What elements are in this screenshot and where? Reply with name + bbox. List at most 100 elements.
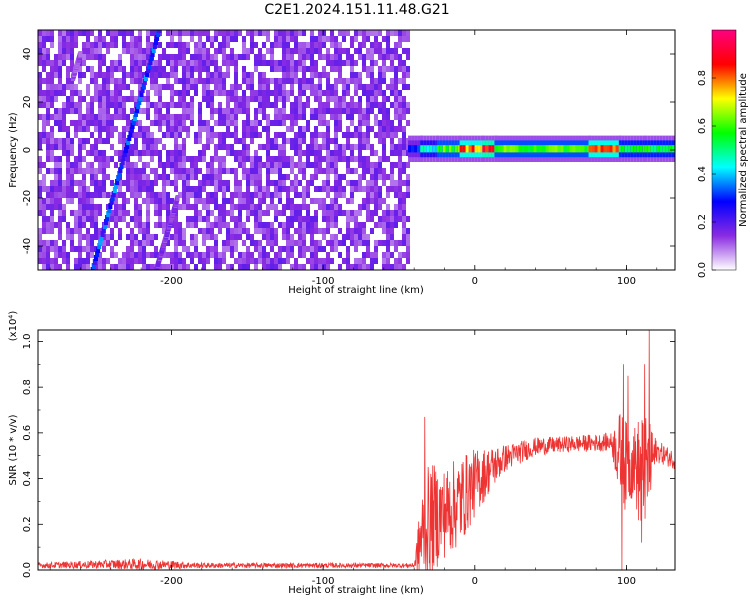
noise-cell [246, 198, 250, 204]
noise-cell [218, 102, 222, 108]
noise-cell [42, 210, 46, 216]
noise-cell [90, 252, 94, 258]
noise-cell [82, 114, 86, 120]
noise-cell [182, 102, 186, 108]
noise-cell [390, 120, 394, 126]
noise-cell [398, 126, 402, 132]
noise-cell [170, 168, 174, 174]
noise-cell [170, 198, 174, 204]
noise-cell [42, 240, 46, 246]
noise-cell [378, 192, 382, 198]
noise-cell [166, 240, 170, 246]
noise-cell [258, 258, 262, 264]
noise-cell [234, 132, 238, 138]
noise-cell [114, 66, 118, 72]
noise-cell [146, 96, 150, 102]
noise-cell [326, 174, 330, 180]
noise-cell [90, 162, 94, 168]
noise-cell [314, 90, 318, 96]
noise-cell [286, 60, 290, 66]
band-core-cell [671, 145, 675, 153]
noise-cell [242, 78, 246, 84]
noise-cell [130, 234, 134, 240]
noise-cell [310, 180, 314, 186]
noise-cell [170, 162, 174, 168]
noise-cell [70, 234, 74, 240]
noise-cell [114, 216, 118, 222]
noise-cell [214, 36, 218, 42]
noise-cell [230, 30, 234, 36]
noise-cell [266, 138, 270, 144]
noise-cell [210, 168, 214, 174]
noise-cell [90, 234, 94, 240]
noise-cell [274, 186, 278, 192]
noise-cell [154, 192, 158, 198]
noise-cell [274, 96, 278, 102]
noise-cell [78, 192, 82, 198]
noise-cell [106, 234, 110, 240]
noise-cell [178, 234, 182, 240]
noise-cell [310, 198, 314, 204]
noise-cell [374, 132, 378, 138]
noise-cell [378, 66, 382, 72]
noise-cell [298, 246, 302, 252]
noise-cell [386, 228, 390, 234]
noise-cell [330, 84, 334, 90]
noise-cell [358, 54, 362, 60]
noise-cell [38, 240, 42, 246]
noise-cell [270, 192, 274, 198]
noise-cell [78, 186, 82, 192]
noise-cell [74, 228, 78, 234]
noise-cell [138, 108, 142, 114]
noise-cell [270, 60, 274, 66]
noise-cell [90, 210, 94, 216]
noise-cell [118, 204, 122, 210]
noise-cell [70, 228, 74, 234]
noise-cell [262, 186, 266, 192]
noise-cell [58, 66, 62, 72]
noise-cell [378, 90, 382, 96]
band-core-cell [512, 145, 516, 153]
line-cell [140, 87, 145, 93]
noise-cell [258, 252, 262, 258]
noise-cell [194, 210, 198, 216]
noise-cell [234, 168, 238, 174]
noise-cell [158, 96, 162, 102]
noise-cell [114, 30, 118, 36]
noise-cell [270, 48, 274, 54]
noise-cell [158, 216, 162, 222]
noise-cell [226, 60, 230, 66]
noise-cell [46, 252, 50, 258]
noise-cell [58, 54, 62, 60]
noise-cell [86, 192, 90, 198]
noise-cell [226, 54, 230, 60]
noise-cell [238, 84, 242, 90]
noise-cell [278, 78, 282, 84]
line-cell [141, 83, 146, 89]
noise-cell [402, 102, 406, 108]
noise-cell [82, 120, 86, 126]
noise-cell [242, 90, 246, 96]
noise-cell [362, 174, 366, 180]
noise-cell [166, 204, 170, 210]
line-cell [108, 203, 113, 209]
noise-cell [218, 90, 222, 96]
noise-cell [318, 240, 322, 246]
noise-cell [314, 60, 318, 66]
noise-cell [258, 108, 262, 114]
noise-cell [126, 30, 130, 36]
noise-cell [266, 84, 270, 90]
line-cell [142, 79, 147, 85]
noise-cell [262, 108, 266, 114]
noise-cell [174, 264, 178, 270]
noise-cell [290, 84, 294, 90]
noise-cell [342, 36, 346, 42]
noise-cell [58, 156, 62, 162]
noise-cell [38, 90, 42, 96]
noise-cell [194, 252, 198, 258]
noise-cell [274, 204, 278, 210]
noise-cell [138, 72, 142, 78]
noise-cell [238, 222, 242, 228]
noise-cell [294, 240, 298, 246]
colorbar-label: Normalized spectral amplitude [738, 73, 749, 227]
